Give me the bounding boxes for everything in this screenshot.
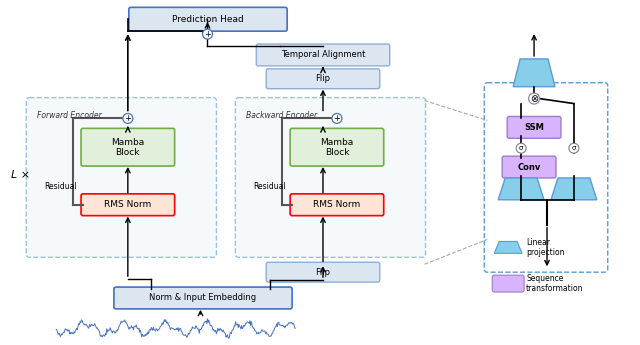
Polygon shape <box>513 59 555 87</box>
Text: Residual: Residual <box>253 183 286 191</box>
Text: Flip: Flip <box>316 74 330 83</box>
Text: σ: σ <box>519 145 524 151</box>
Text: Residual: Residual <box>44 183 77 191</box>
FancyBboxPatch shape <box>26 98 216 257</box>
FancyBboxPatch shape <box>492 275 524 292</box>
FancyBboxPatch shape <box>290 194 384 216</box>
Text: Conv: Conv <box>517 162 541 171</box>
FancyBboxPatch shape <box>129 7 287 31</box>
Polygon shape <box>494 241 522 253</box>
Text: Norm & Input Embedding: Norm & Input Embedding <box>150 294 257 303</box>
Text: RMS Norm: RMS Norm <box>104 200 152 209</box>
Polygon shape <box>498 178 544 200</box>
Text: +: + <box>204 30 211 39</box>
FancyBboxPatch shape <box>290 128 384 166</box>
Circle shape <box>516 143 526 153</box>
Circle shape <box>123 114 133 124</box>
FancyBboxPatch shape <box>256 44 390 66</box>
Text: SSM: SSM <box>524 123 544 132</box>
Text: Linear
projection: Linear projection <box>526 238 564 257</box>
Text: σ: σ <box>572 145 576 151</box>
FancyBboxPatch shape <box>266 262 380 282</box>
FancyBboxPatch shape <box>81 128 175 166</box>
Text: +: + <box>333 114 340 123</box>
Text: Sequence
transformation: Sequence transformation <box>526 274 584 293</box>
FancyBboxPatch shape <box>236 98 426 257</box>
FancyBboxPatch shape <box>266 69 380 89</box>
Text: Flip: Flip <box>316 268 330 277</box>
Text: Backward Encoder: Backward Encoder <box>246 110 317 119</box>
Text: +: + <box>124 114 131 123</box>
FancyBboxPatch shape <box>114 287 292 309</box>
Text: Prediction Head: Prediction Head <box>172 15 244 24</box>
Circle shape <box>332 114 342 124</box>
Text: RMS Norm: RMS Norm <box>314 200 360 209</box>
Text: Mamba
Block: Mamba Block <box>320 138 353 157</box>
Circle shape <box>529 93 540 104</box>
FancyBboxPatch shape <box>81 194 175 216</box>
Text: Forward Encoder: Forward Encoder <box>37 110 102 119</box>
Text: ⊗: ⊗ <box>530 93 538 104</box>
Circle shape <box>569 143 579 153</box>
Text: Temporal Alignment: Temporal Alignment <box>281 50 365 59</box>
Circle shape <box>202 29 212 39</box>
FancyBboxPatch shape <box>484 83 608 272</box>
Text: L ×: L × <box>12 170 31 180</box>
FancyBboxPatch shape <box>507 117 561 138</box>
FancyBboxPatch shape <box>502 156 556 178</box>
Polygon shape <box>551 178 596 200</box>
Text: Mamba
Block: Mamba Block <box>111 138 145 157</box>
